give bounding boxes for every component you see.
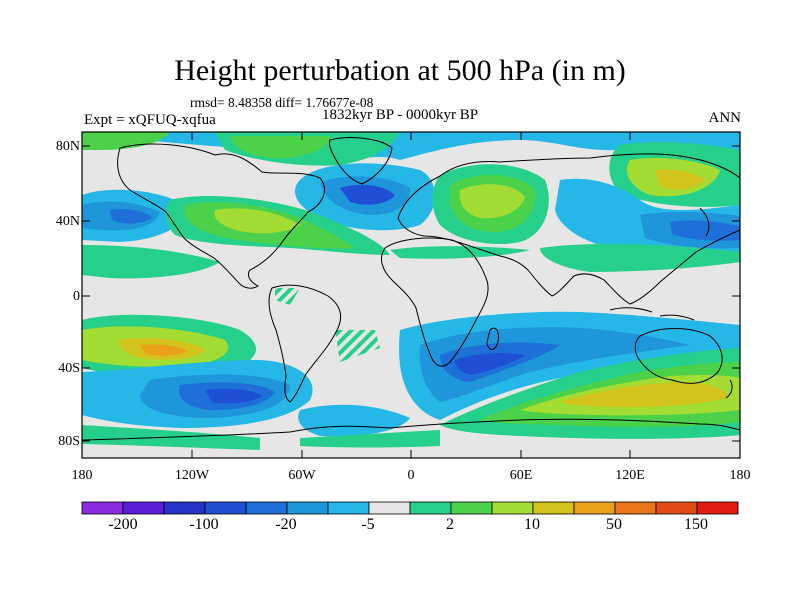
colorbar-swatch [327,501,370,515]
lon-label: 60W [288,468,316,483]
contour-region [298,404,410,437]
contour-region [230,136,330,159]
contour-region [82,132,170,150]
colorbar-swatch [491,501,534,515]
hatched-region [275,288,300,305]
rmsd-stats: rmsd= 8.48358 diff= 1.76677e-08 [190,95,374,110]
colorbar [81,501,739,515]
colorbar-swatch [204,501,247,515]
colorbar-tick-label: -100 [189,516,219,533]
experiment-label: Expt = xQFUQ-xqfua [84,112,216,128]
lon-label: 60E [509,468,533,483]
season-label: ANN [708,110,742,126]
lon-label: 180 [729,468,751,483]
contour-region [205,388,262,404]
colorbar-swatch [81,501,124,515]
colorbar-tick-label: -200 [108,516,138,533]
contour-region [670,220,740,241]
colorbar-tick-label: 150 [684,516,708,533]
time-period: 1832kyr BP - 0000kyr BP [322,107,479,123]
contour-region [300,430,440,448]
lon-label: 0 [407,468,415,483]
colorbar-swatch [655,501,698,515]
lat-label: 0 [73,289,80,304]
coastline-new-zealand [725,379,733,399]
coastline-indonesia [609,307,695,321]
colorbar-tick-label: 50 [606,516,622,533]
colorbar-swatch [286,501,329,515]
map-title: Height perturbation at 500 hPa (in m) [174,54,626,87]
contour-region [560,382,728,408]
colorbar-tick-label: 2 [446,516,454,533]
colorbar-swatch [163,501,206,515]
coastline-north-america [117,143,325,289]
colorbar-swatch [122,501,165,515]
contour-region [214,208,300,234]
colorbar-swatch [368,501,411,515]
lat-label: 40S [58,361,80,376]
contour-region [390,246,530,259]
colorbar-tick-label: 10 [524,516,540,533]
contour-region [655,169,705,190]
contour-region [82,245,220,279]
coastline-greenland [329,137,393,185]
contour-region [540,243,740,272]
lat-label: 40N [55,214,80,229]
coastline-south-america [268,284,342,403]
colorbar-tick-label: -20 [275,516,297,533]
colorbar-swatch [245,501,288,515]
coastline-eurasia [397,153,740,305]
lat-label: 80N [55,139,80,154]
lon-label: 120W [174,468,210,483]
colorbar-tick-label: -5 [361,516,375,533]
coastline-australia [634,328,723,384]
coastlines [82,137,740,441]
contour-region [454,353,525,375]
coastline-africa [381,237,489,367]
colorbar-swatch [532,501,575,515]
contour-region [140,344,188,356]
contour-region [459,184,525,219]
colorbar-swatch [409,501,452,515]
axis-ticks [82,132,740,458]
contour-region [110,209,152,224]
contour-region [340,184,395,205]
coastline-japan [699,207,710,237]
lon-label: 180 [71,468,93,483]
contour-field [82,132,740,458]
coastline-antarctica [82,418,740,441]
colorbar-swatch [450,501,493,515]
colorbar-swatch [696,501,739,515]
hatched-region [335,330,380,362]
coastline-madagascar [486,327,499,350]
colorbar-swatch [573,501,616,515]
lat-label: 80S [58,434,80,449]
colorbar-swatch [614,501,657,515]
lon-label: 120E [615,468,645,483]
